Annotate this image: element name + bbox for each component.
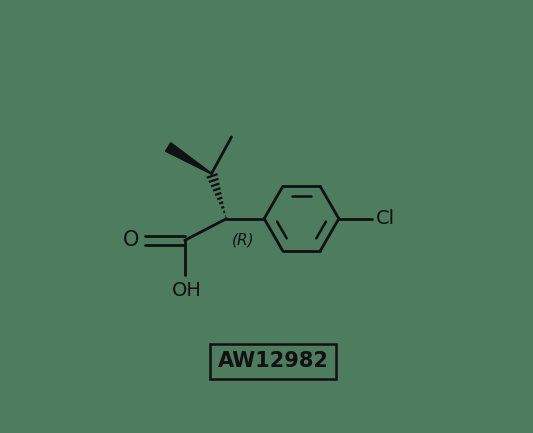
Text: AW12982: AW12982	[217, 351, 329, 372]
Text: Cl: Cl	[376, 209, 394, 228]
Text: OH: OH	[172, 281, 201, 301]
Text: O: O	[123, 229, 139, 250]
Text: (R): (R)	[231, 232, 254, 247]
Polygon shape	[166, 143, 212, 174]
